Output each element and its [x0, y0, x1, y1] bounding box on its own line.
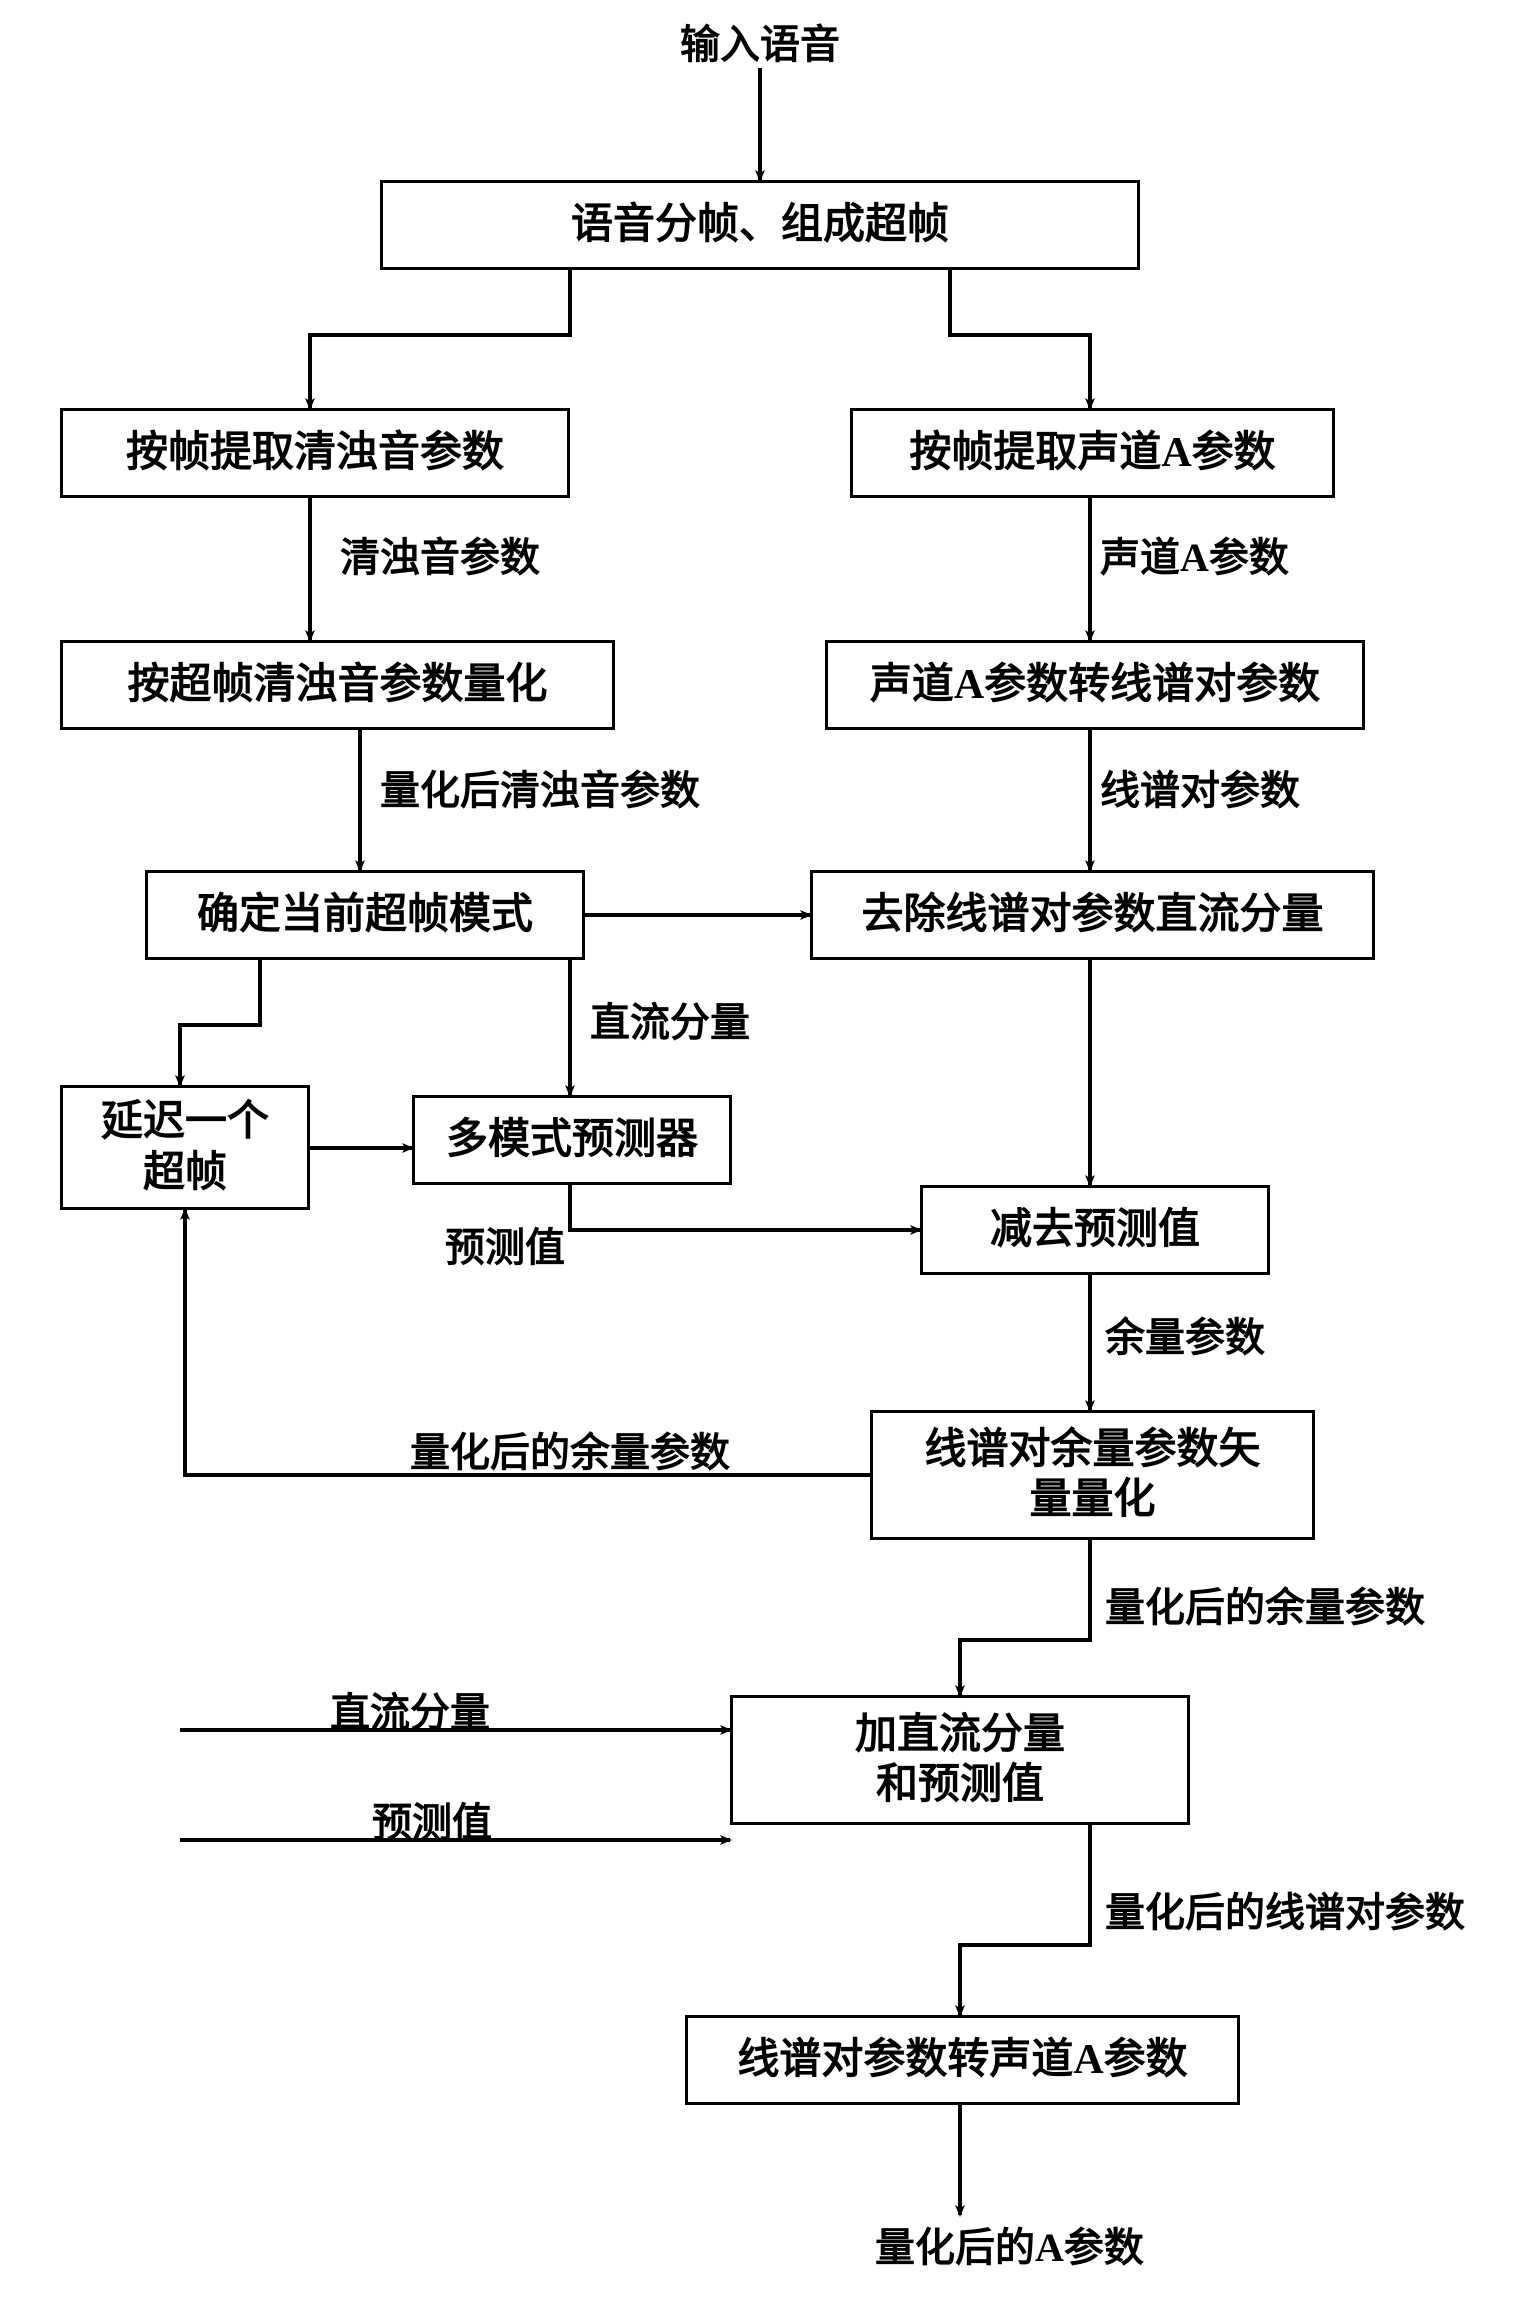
node-n2: 按帧提取清浊音参数: [60, 408, 570, 498]
label-l5: 直流分量: [590, 990, 750, 1048]
node-n3: 按帧提取声道A参数: [850, 408, 1335, 498]
label-l4: 线谱对参数: [1100, 758, 1300, 816]
label-l_in: 输入语音: [680, 12, 840, 70]
flowchart-canvas: 语音分帧、组成超帧按帧提取清浊音参数 按帧提取声道A参数按超帧清浊音参数量化 声道A…: [0, 0, 1540, 2309]
label-l6: 预测值: [445, 1215, 565, 1273]
node-n12: 加直流分量和预测值: [730, 1695, 1190, 1825]
edge: [950, 270, 1090, 408]
node-n8: 延迟一个超帧: [60, 1085, 310, 1210]
label-l9: 量化后的余量参数: [1105, 1575, 1425, 1633]
node-n13: 线谱对参数转声道A参数: [685, 2015, 1240, 2105]
node-n6: 确定当前超帧模式: [145, 870, 585, 960]
edge: [960, 1540, 1090, 1695]
node-n4: 按超帧清浊音参数量化: [60, 640, 615, 730]
label-l11: 预测值: [372, 1790, 492, 1848]
node-n5: 声道A参数转线谱对参数: [825, 640, 1365, 730]
edge: [180, 960, 260, 1085]
label-l2: 声道A参数: [1100, 525, 1289, 583]
node-n7: 去除线谱对参数直流分量: [810, 870, 1375, 960]
node-n11: 线谱对余量参数矢量量化: [870, 1410, 1315, 1540]
edge: [310, 270, 570, 408]
label-l1: 清浊音参数: [340, 525, 540, 583]
node-n1: 语音分帧、组成超帧: [380, 180, 1140, 270]
edge: [570, 1185, 920, 1230]
node-n10: 减去预测值: [920, 1185, 1270, 1275]
node-n9: 多模式预测器: [412, 1095, 732, 1185]
label-l7: 余量参数: [1105, 1305, 1265, 1363]
label-l3: 量化后清浊音参数: [380, 758, 700, 816]
edge: [960, 1825, 1090, 2015]
label-l12: 量化后的线谱对参数: [1105, 1880, 1465, 1938]
label-l_out: 量化后的A参数: [875, 2215, 1144, 2273]
label-l8: 量化后的余量参数: [410, 1420, 730, 1478]
label-l10: 直流分量: [330, 1680, 490, 1738]
